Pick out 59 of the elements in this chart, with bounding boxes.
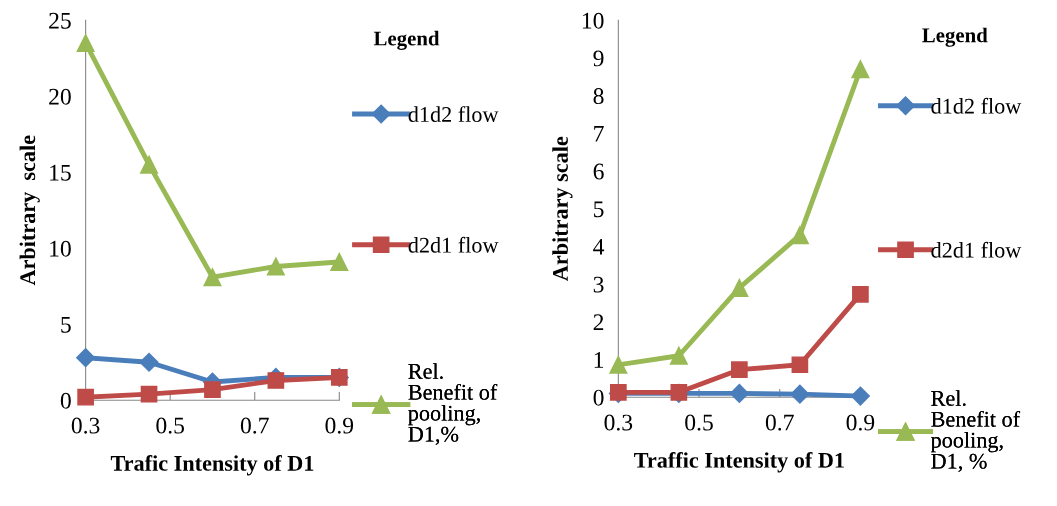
x-axis-title: Traffic Intensity of D1 xyxy=(634,451,844,473)
legend-label: d2d1 flow xyxy=(408,236,499,253)
x-tick-label: 0.9 xyxy=(325,417,354,434)
point xyxy=(609,355,628,374)
x-tick-label: 0.3 xyxy=(604,414,633,431)
point xyxy=(669,346,688,365)
point xyxy=(76,348,96,368)
x-tick-label: 0.5 xyxy=(156,417,185,434)
legend-title: Legend xyxy=(373,30,440,50)
y-axis-title: Arbitrary scale xyxy=(552,136,573,282)
legend-label: Rel. Benefit of pooling, D1, % xyxy=(930,390,1021,472)
y-tick-label: 0 xyxy=(593,389,604,406)
y-tick-label: 10 xyxy=(50,240,71,257)
point xyxy=(851,60,870,79)
point xyxy=(730,278,749,297)
y-tick-label: 0 xyxy=(60,392,71,409)
point xyxy=(139,352,159,372)
point xyxy=(76,34,95,53)
y-tick-label: 9 xyxy=(593,50,604,67)
point xyxy=(140,385,158,403)
y-tick-label: 5 xyxy=(594,201,604,218)
y-tick-label: 5 xyxy=(61,316,71,333)
point xyxy=(729,383,749,403)
legend-label: d1d2 flow xyxy=(931,97,1022,114)
y-tick-label: 20 xyxy=(49,88,71,105)
point xyxy=(790,384,810,404)
point xyxy=(77,388,94,406)
y-tick-label: 7 xyxy=(594,126,604,142)
y-tick-label: 15 xyxy=(50,164,71,181)
y-tick-label: 8 xyxy=(593,88,604,105)
x-tick-label: 0.7 xyxy=(765,414,794,431)
point xyxy=(791,356,809,374)
point xyxy=(330,252,349,271)
legend-label: Rel. Benefit of pooling, D1,% xyxy=(408,363,498,445)
x-tick-label: 0.9 xyxy=(846,414,875,431)
point xyxy=(140,155,159,174)
y-tick-label: 6 xyxy=(593,163,604,180)
point xyxy=(852,285,869,303)
y-tick-label: 25 xyxy=(49,12,71,29)
point xyxy=(267,372,285,389)
y-tick-label: 4 xyxy=(593,239,605,255)
y-tick-label: 2 xyxy=(593,314,604,331)
legend-title: Legend xyxy=(922,27,988,47)
point xyxy=(790,226,809,245)
y-tick-label: 1 xyxy=(594,352,604,368)
legend-label: d2d1 flow xyxy=(931,241,1022,258)
point xyxy=(204,381,221,398)
x-axis-title: Trafic Intensity of D1 xyxy=(110,454,314,476)
point xyxy=(850,386,870,406)
y-tick-label: 3 xyxy=(593,276,604,293)
point xyxy=(266,257,285,276)
x-tick-label: 0.5 xyxy=(685,414,713,431)
point xyxy=(203,268,222,287)
y-axis-title: Arbitrary scale xyxy=(19,135,40,286)
x-tick-label: 0.7 xyxy=(240,417,269,434)
legend-label: d1d2 flow xyxy=(408,106,499,123)
x-tick-label: 0.3 xyxy=(71,417,100,434)
point xyxy=(731,361,748,379)
y-tick-label: 10 xyxy=(582,12,604,29)
